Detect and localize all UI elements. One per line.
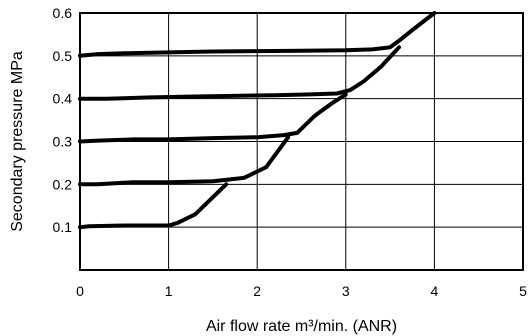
y-tick-label: 0.6 <box>53 5 73 21</box>
x-tick-label: 0 <box>76 283 84 299</box>
x-axis-title: Air flow rate m³/min. (ANR) <box>206 318 397 335</box>
series-line-2 <box>78 135 291 187</box>
x-tick-labels: 0 1 2 3 4 5 <box>76 283 527 299</box>
x-tick-label: 4 <box>431 283 439 299</box>
y-tick-label: 0.2 <box>53 176 73 192</box>
y-tick-labels: 0.1 0.2 0.3 0.4 0.5 0.6 <box>53 5 73 235</box>
series-line-5 <box>78 11 437 58</box>
x-tick-label: 5 <box>519 283 527 299</box>
y-tick-label: 0.3 <box>53 134 73 150</box>
x-tick-label: 3 <box>342 283 350 299</box>
y-tick-label: 0.5 <box>53 48 73 64</box>
y-axis-title: Secondary pressure MPa <box>9 51 26 232</box>
x-tick-label: 1 <box>165 283 173 299</box>
series-line-3 <box>78 92 348 144</box>
x-tick-label: 2 <box>253 283 261 299</box>
series-line-1 <box>78 182 229 230</box>
y-tick-label: 0.4 <box>53 91 73 107</box>
plot-frame <box>79 12 524 271</box>
series-lines <box>78 11 437 230</box>
series-line-4 <box>78 45 401 101</box>
y-tick-label: 0.1 <box>53 219 73 235</box>
